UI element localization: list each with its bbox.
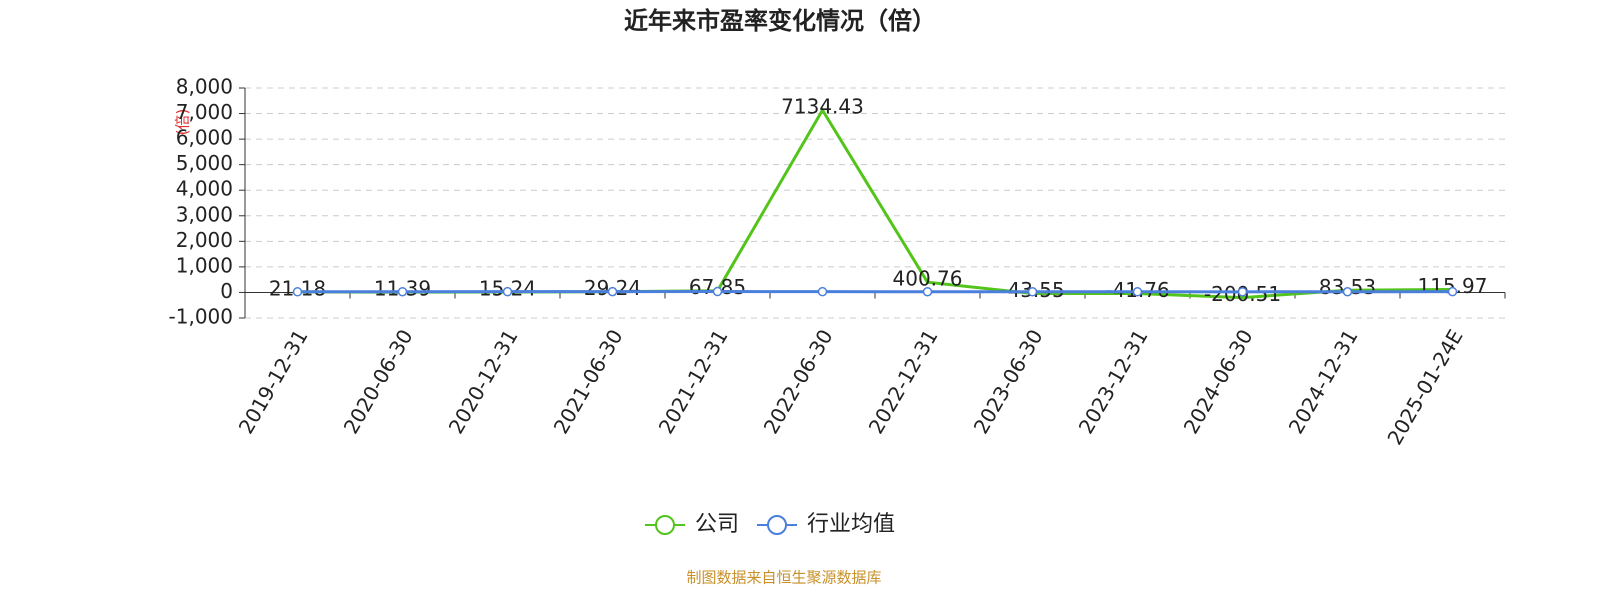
data-point [922,286,933,297]
x-tick-label: 2020-06-30 [339,325,418,438]
y-tick-label: 2,000 [176,228,233,252]
data-point [292,287,303,297]
y-axis-label: (倍) [174,109,192,136]
legend-marker [655,515,675,535]
x-tick-label: 2023-06-30 [969,325,1048,438]
data-point [1237,287,1248,297]
legend-label: 行业均值 [807,512,895,537]
data-point [502,286,513,297]
x-tick-label: 2021-06-30 [549,325,628,438]
legend-marker [767,515,788,535]
y-tick-label: 7,000 [176,100,233,124]
x-tick-label: 2022-06-30 [759,325,838,438]
data-point [397,286,408,297]
y-tick-label: 8,000 [176,75,233,99]
x-tick-label: 2023-12-31 [1074,325,1153,438]
x-tick-label: 2020-12-31 [444,325,523,438]
data-point [1132,287,1143,297]
y-tick-label: 1,000 [176,253,233,277]
data-point [712,286,723,297]
source-note: 制图数据来自恒生聚源数据库 [686,569,881,587]
chart-title: 近年来市盈率变化情况（倍） [624,7,936,35]
data-point [1027,287,1038,297]
data-point [1447,286,1458,297]
y-tick-label: 6,000 [176,126,233,150]
y-tick-label: 3,000 [176,202,233,226]
x-tick-label: 2025-01-24E [1382,325,1467,449]
data-label: 7134.43 [781,95,864,119]
data-point [1342,287,1353,297]
y-tick-label: 0 [220,279,233,303]
series-line [297,107,1453,300]
legend-label: 公司 [695,512,739,537]
y-tick-label: -1,000 [169,305,233,329]
y-tick-label: 5,000 [176,151,233,175]
x-tick-label: 2021-12-31 [654,325,733,438]
data-point [607,286,618,297]
y-tick-label: 4,000 [176,177,233,201]
data-point [817,286,828,297]
x-tick-label: 2024-06-30 [1179,325,1258,438]
data-label: 400.76 [893,267,963,291]
x-tick-label: 2024-12-31 [1284,325,1363,438]
x-tick-label: 2022-12-31 [864,325,943,438]
x-tick-label: 2019-12-31 [234,325,313,438]
